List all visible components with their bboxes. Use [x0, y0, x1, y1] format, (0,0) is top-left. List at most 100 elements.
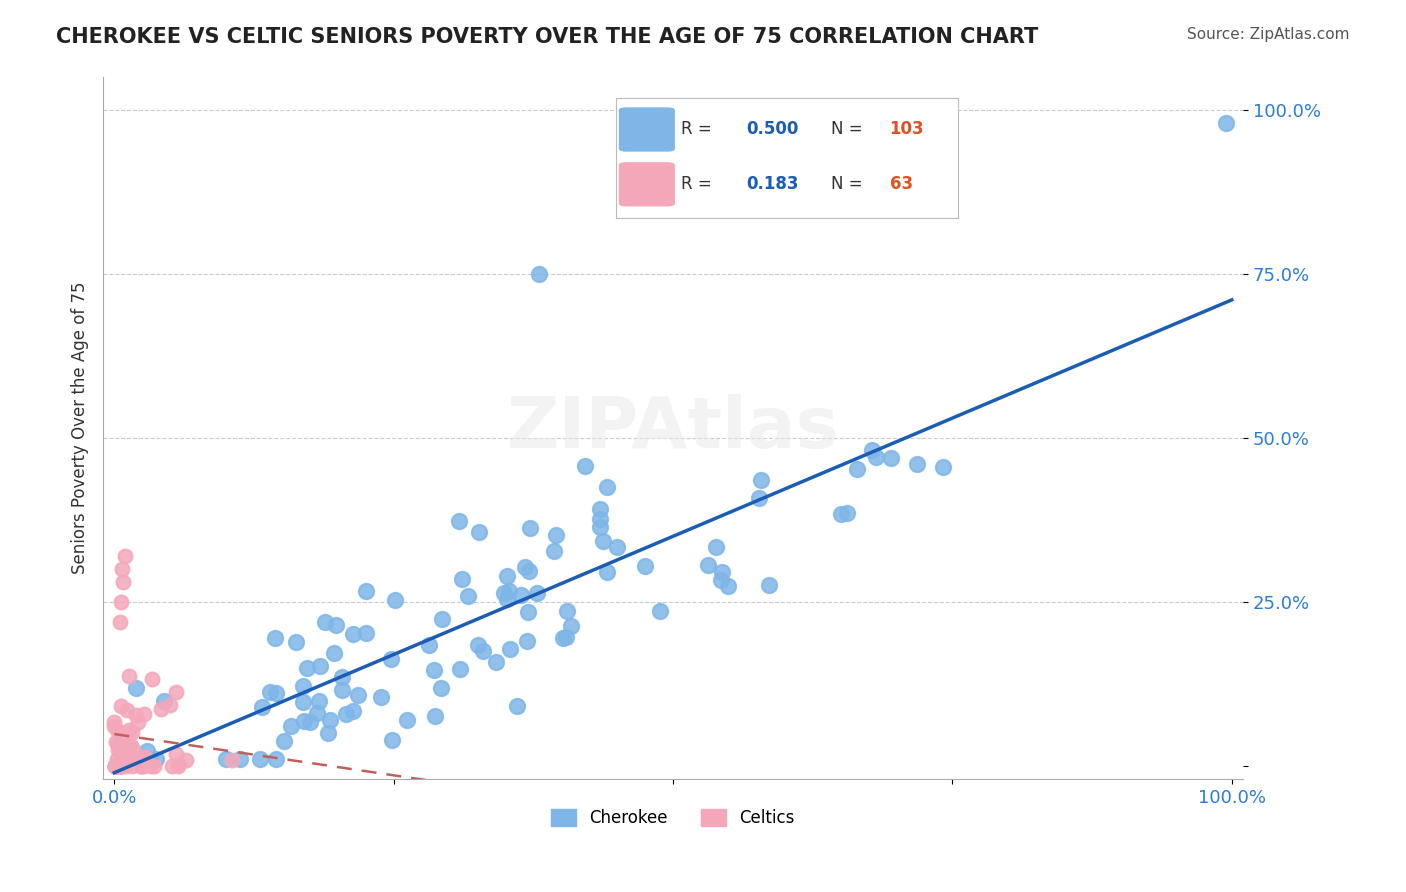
Point: [104, 759, 127, 773]
Point: [153, 694, 176, 708]
Point: [125, 752, 148, 766]
Point: [134, 750, 156, 764]
Point: [125, 681, 148, 695]
Point: [589, 520, 612, 534]
Point: [143, 759, 166, 773]
Point: [139, 759, 162, 773]
Point: [495, 591, 517, 606]
Point: [560, 619, 582, 633]
Point: [880, 450, 903, 465]
Point: [589, 512, 612, 526]
Point: [145, 752, 167, 766]
Point: [316, 726, 339, 740]
Point: [589, 502, 612, 516]
Point: [127, 754, 149, 768]
Point: [513, 560, 536, 574]
Point: [468, 525, 491, 540]
Point: [837, 506, 859, 520]
Point: [758, 577, 780, 591]
Point: [717, 579, 740, 593]
Point: [292, 714, 315, 728]
Point: [354, 584, 377, 599]
Point: [105, 723, 128, 737]
Point: [114, 549, 136, 563]
Point: [105, 759, 128, 773]
Point: [273, 734, 295, 748]
Point: [298, 715, 321, 730]
Point: [129, 759, 152, 773]
Point: [104, 759, 127, 773]
Point: [305, 706, 328, 721]
Point: [107, 759, 129, 773]
Point: [292, 679, 315, 693]
Point: [325, 618, 347, 632]
Point: [110, 759, 132, 773]
Point: [136, 744, 159, 758]
Y-axis label: Seniors Poverty Over the Age of 75: Seniors Poverty Over the Age of 75: [72, 282, 89, 574]
Point: [165, 747, 187, 761]
Text: Source: ZipAtlas.com: Source: ZipAtlas.com: [1187, 27, 1350, 42]
Point: [370, 690, 392, 704]
Point: [555, 631, 578, 645]
Point: [264, 752, 287, 766]
Point: [330, 683, 353, 698]
Point: [309, 658, 332, 673]
Point: [249, 752, 271, 766]
Point: [104, 759, 127, 773]
Point: [108, 759, 131, 773]
Point: [697, 558, 720, 572]
Text: ZIPAtlas: ZIPAtlas: [506, 393, 839, 463]
Point: [308, 693, 330, 707]
Point: [118, 737, 141, 751]
Point: [706, 540, 728, 554]
Point: [167, 759, 190, 773]
Point: [129, 759, 152, 773]
Point: [432, 612, 454, 626]
Point: [295, 661, 318, 675]
Point: [384, 592, 406, 607]
Point: [264, 686, 287, 700]
Point: [335, 706, 357, 721]
Point: [422, 663, 444, 677]
Point: [108, 615, 131, 629]
Point: [121, 725, 143, 739]
Point: [596, 480, 619, 494]
Point: [124, 708, 146, 723]
Point: [118, 739, 141, 753]
Point: [107, 743, 129, 757]
Point: [546, 528, 568, 542]
Point: [105, 734, 128, 748]
Point: [108, 759, 131, 773]
Point: [314, 615, 336, 630]
Point: [110, 699, 132, 714]
Point: [342, 704, 364, 718]
Point: [931, 459, 953, 474]
Point: [555, 604, 578, 618]
Point: [264, 631, 287, 645]
Point: [250, 699, 273, 714]
Point: [259, 685, 281, 699]
Point: [111, 759, 134, 773]
Point: [132, 750, 155, 764]
Point: [107, 759, 129, 773]
Point: [710, 573, 733, 587]
Point: [517, 564, 540, 578]
Point: [110, 759, 132, 773]
Point: [104, 759, 127, 773]
Point: [494, 586, 516, 600]
Point: [107, 738, 129, 752]
Point: [527, 267, 550, 281]
Point: [141, 672, 163, 686]
Point: [509, 588, 531, 602]
Point: [132, 707, 155, 722]
Point: [457, 590, 479, 604]
Point: [104, 759, 127, 773]
Point: [380, 651, 402, 665]
Point: [167, 757, 190, 772]
Point: [117, 703, 139, 717]
Point: [138, 752, 160, 766]
Point: [330, 670, 353, 684]
Point: [159, 698, 181, 713]
Point: [118, 723, 141, 737]
Point: [132, 759, 155, 773]
